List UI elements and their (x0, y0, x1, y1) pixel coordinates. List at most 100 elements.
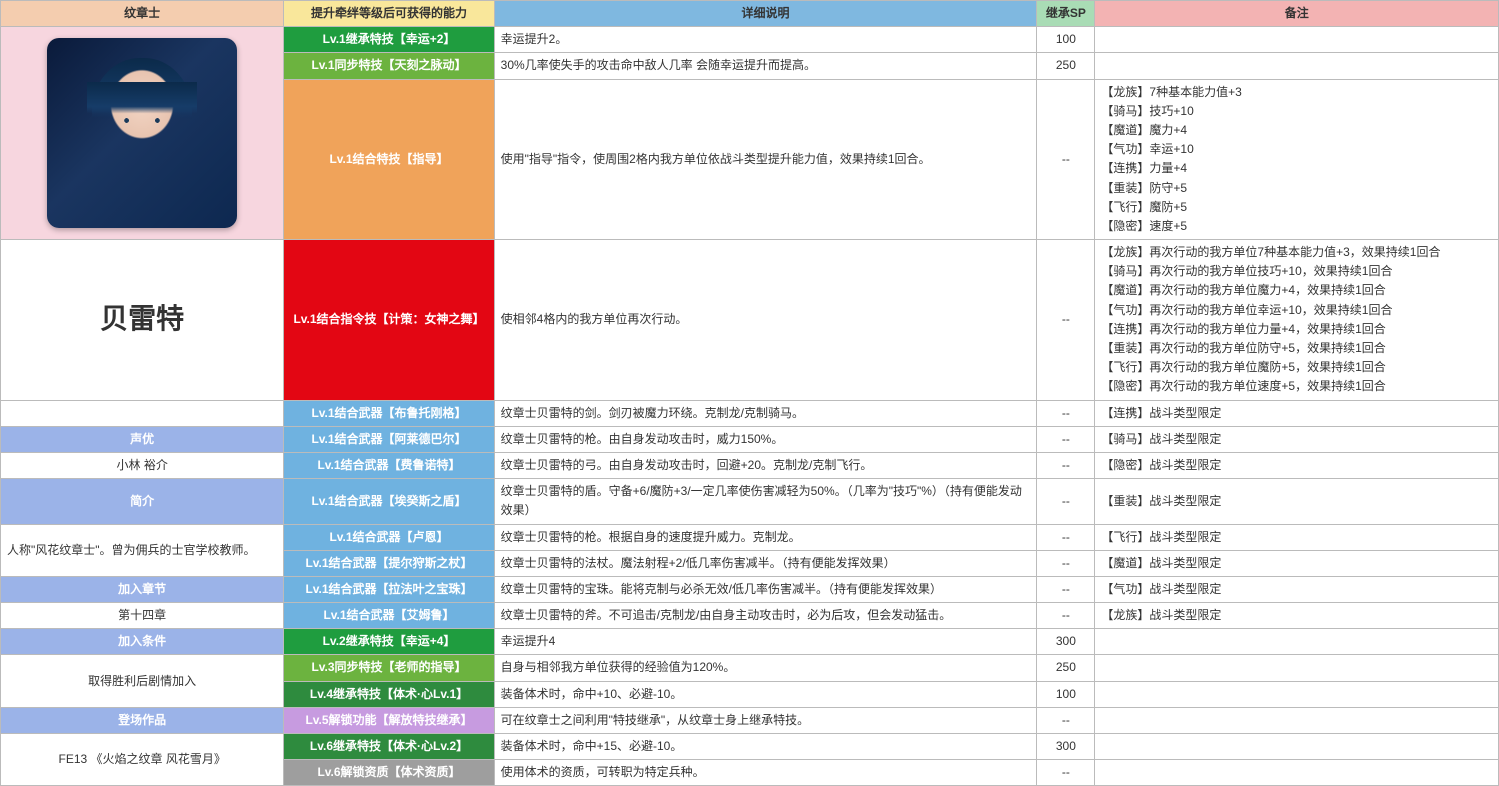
ability-desc: 幸运提升4 (494, 629, 1037, 655)
ability-sp: 250 (1037, 53, 1095, 79)
ability-desc: 幸运提升2。 (494, 27, 1037, 53)
ability-sp: -- (1037, 400, 1095, 426)
ability-note (1095, 53, 1499, 79)
ability-note: 【连携】战斗类型限定 (1095, 400, 1499, 426)
ability-desc: 纹章士贝雷特的盾。守备+6/魔防+3/一定几率使伤害减轻为50%。（几率为"技巧… (494, 479, 1037, 524)
ability-sp: 100 (1037, 681, 1095, 707)
ability-sp: -- (1037, 707, 1095, 733)
left-intro-value: 人称"风花纹章士"。曾为佣兵的士官学校教师。 (1, 524, 284, 576)
ability-note: 【骑马】战斗类型限定 (1095, 426, 1499, 452)
ability-note (1095, 681, 1499, 707)
ability-desc: 纹章士贝雷特的枪。由自身发动攻击时，威力150%。 (494, 426, 1037, 452)
ability-label: Lv.6继承特技【体术·心Lv.2】 (284, 734, 494, 760)
left-joinch-value: 第十四章 (1, 603, 284, 629)
ability-note (1095, 629, 1499, 655)
ability-sp: 250 (1037, 655, 1095, 681)
table-row: 人称"风花纹章士"。曾为佣兵的士官学校教师。 Lv.1结合武器【卢恩】纹章士贝雷… (1, 524, 1499, 550)
left-voice-label: 声优 (1, 426, 284, 452)
ability-sp: -- (1037, 760, 1095, 786)
table-row: 简介 Lv.1结合武器【埃癸斯之盾】纹章士贝雷特的盾。守备+6/魔防+3/一定几… (1, 479, 1499, 524)
ability-sp: -- (1037, 603, 1095, 629)
left-intro-label: 简介 (1, 479, 284, 524)
ability-sp: -- (1037, 479, 1095, 524)
ability-label: Lv.5解锁功能【解放特技继承】 (284, 707, 494, 733)
ability-desc: 纹章士贝雷特的枪。根据自身的速度提升威力。克制龙。 (494, 524, 1037, 550)
header-sp: 继承SP (1037, 1, 1095, 27)
ability-label: Lv.3同步特技【老师的指导】 (284, 655, 494, 681)
ability-desc: 使用体术的资质，可转职为特定兵种。 (494, 760, 1037, 786)
left-voice-value: 小林 裕介 (1, 452, 284, 478)
table-row: 加入章节 Lv.1结合武器【拉法叶之宝珠】纹章士贝雷特的宝珠。能将克制与必杀无效… (1, 576, 1499, 602)
table-row: 声优 Lv.1结合武器【阿莱德巴尔】纹章士贝雷特的枪。由自身发动攻击时，威力15… (1, 426, 1499, 452)
ability-note (1095, 760, 1499, 786)
table-row: Lv.1结合武器【布鲁托刚格】纹章士贝雷特的剑。剑刃被魔力环绕。克制龙/克制骑马… (1, 400, 1499, 426)
header-emblem: 纹章士 (1, 1, 284, 27)
ability-label: Lv.1结合武器【阿莱德巴尔】 (284, 426, 494, 452)
ability-sp: -- (1037, 426, 1095, 452)
ability-label: Lv.1结合武器【提尔狩斯之杖】 (284, 550, 494, 576)
ability-desc: 30%几率使失手的攻击命中敌人几率 会随幸运提升而提高。 (494, 53, 1037, 79)
ability-note (1095, 707, 1499, 733)
ability-note: 【重装】战斗类型限定 (1095, 479, 1499, 524)
ability-label: Lv.4继承特技【体术·心Lv.1】 (284, 681, 494, 707)
ability-label: Lv.6解锁资质【体术资质】 (284, 760, 494, 786)
ability-note: 【气功】战斗类型限定 (1095, 576, 1499, 602)
ability-label: Lv.1结合武器【埃癸斯之盾】 (284, 479, 494, 524)
ability-label: Lv.1结合武器【布鲁托刚格】 (284, 400, 494, 426)
header-ability: 提升牵绊等级后可获得的能力 (284, 1, 494, 27)
ability-label: Lv.1结合武器【艾姆鲁】 (284, 603, 494, 629)
ability-desc: 装备体术时，命中+15、必避-10。 (494, 734, 1037, 760)
ability-desc: 纹章士贝雷特的剑。剑刃被魔力环绕。克制龙/克制骑马。 (494, 400, 1037, 426)
table-row: FE13 《火焰之纹章 风花雪月》 Lv.6继承特技【体术·心Lv.2】装备体术… (1, 734, 1499, 760)
left-appear-label: 登场作品 (1, 707, 284, 733)
ability-sp: 300 (1037, 734, 1095, 760)
left-joincond-value: 取得胜利后剧情加入 (1, 655, 284, 707)
ability-sp: -- (1037, 452, 1095, 478)
ability-label: Lv.1结合特技【指导】 (284, 79, 494, 240)
character-name: 贝雷特 (1, 240, 284, 401)
ability-sp: -- (1037, 79, 1095, 240)
ability-sp: -- (1037, 240, 1095, 401)
ability-note (1095, 734, 1499, 760)
ability-sp: -- (1037, 576, 1095, 602)
ability-note: 【龙族】再次行动的我方单位7种基本能力值+3，效果持续1回合 【骑马】再次行动的… (1095, 240, 1499, 401)
header-row: 纹章士 提升牵绊等级后可获得的能力 详细说明 继承SP 备注 (1, 1, 1499, 27)
ability-note: 【飞行】战斗类型限定 (1095, 524, 1499, 550)
header-note: 备注 (1095, 1, 1499, 27)
ability-desc: 纹章士贝雷特的弓。由自身发动攻击时，回避+20。克制龙/克制飞行。 (494, 452, 1037, 478)
table-row: Lv.1继承特技【幸运+2】幸运提升2。100 (1, 27, 1499, 53)
ability-label: Lv.1结合武器【拉法叶之宝珠】 (284, 576, 494, 602)
ability-label: Lv.1同步特技【天刻之脉动】 (284, 53, 494, 79)
ability-note: 【龙族】战斗类型限定 (1095, 603, 1499, 629)
ability-desc: 纹章士贝雷特的法杖。魔法射程+2/低几率伤害减半。（持有便能发挥效果） (494, 550, 1037, 576)
ability-desc: 使相邻4格内的我方单位再次行动。 (494, 240, 1037, 401)
ability-note (1095, 655, 1499, 681)
ability-note: 【龙族】7种基本能力值+3 【骑马】技巧+10 【魔道】魔力+4 【气功】幸运+… (1095, 79, 1499, 240)
ability-sp: -- (1037, 550, 1095, 576)
table-row: 贝雷特 Lv.1结合指令技【计策：女神之舞】使相邻4格内的我方单位再次行动。--… (1, 240, 1499, 401)
table-row: 登场作品 Lv.5解锁功能【解放特技继承】可在纹章士之间利用"特技继承"，从纹章… (1, 707, 1499, 733)
ability-sp: 100 (1037, 27, 1095, 53)
ability-sp: 300 (1037, 629, 1095, 655)
ability-label: Lv.1结合指令技【计策：女神之舞】 (284, 240, 494, 401)
ability-note (1095, 27, 1499, 53)
ability-note: 【隐密】战斗类型限定 (1095, 452, 1499, 478)
ability-desc: 装备体术时，命中+10、必避-10。 (494, 681, 1037, 707)
ability-desc: 使用"指导"指令，使周围2格内我方单位依战斗类型提升能力值，效果持续1回合。 (494, 79, 1037, 240)
ability-desc: 纹章士贝雷特的宝珠。能将克制与必杀无效/低几率伤害减半。（持有便能发挥效果） (494, 576, 1037, 602)
ability-note: 【魔道】战斗类型限定 (1095, 550, 1499, 576)
table-row: 第十四章 Lv.1结合武器【艾姆鲁】纹章士贝雷特的斧。不可追击/克制龙/由自身主… (1, 603, 1499, 629)
ability-label: Lv.1结合武器【卢恩】 (284, 524, 494, 550)
ability-label: Lv.2继承特技【幸运+4】 (284, 629, 494, 655)
header-desc: 详细说明 (494, 1, 1037, 27)
portrait-cell (1, 27, 284, 240)
ability-sp: -- (1037, 524, 1095, 550)
left-joinch-label: 加入章节 (1, 576, 284, 602)
left-appear-value: FE13 《火焰之纹章 风花雪月》 (1, 734, 284, 786)
left-joincond-label: 加入条件 (1, 629, 284, 655)
table-row: 加入条件 Lv.2继承特技【幸运+4】幸运提升4300 (1, 629, 1499, 655)
ability-desc: 可在纹章士之间利用"特技继承"，从纹章士身上继承特技。 (494, 707, 1037, 733)
emblem-table: 纹章士 提升牵绊等级后可获得的能力 详细说明 继承SP 备注 Lv.1继承特技【… (0, 0, 1499, 786)
table-row: 取得胜利后剧情加入 Lv.3同步特技【老师的指导】自身与相邻我方单位获得的经验值… (1, 655, 1499, 681)
left-spacer (1, 400, 284, 426)
